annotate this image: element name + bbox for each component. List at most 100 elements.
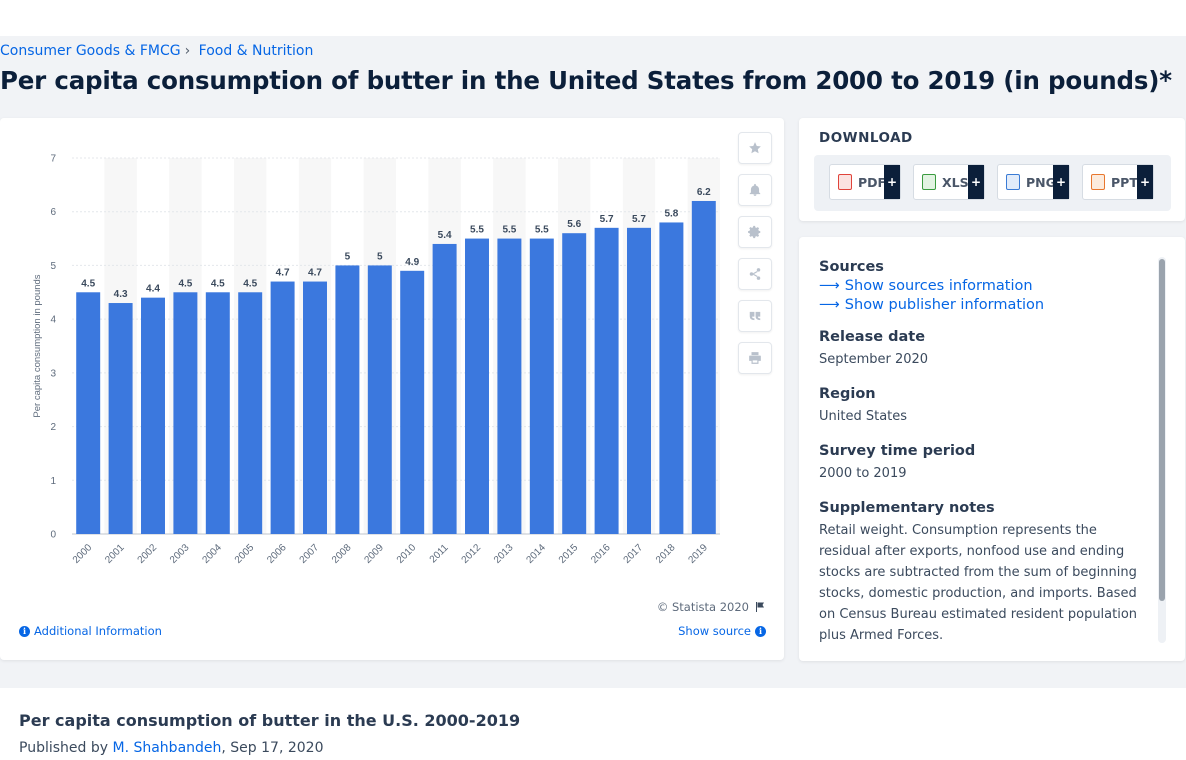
data-label: 5.5 (502, 225, 516, 236)
x-tick-label: 2018 (654, 542, 678, 566)
gear-icon (748, 225, 761, 239)
info-scrollbar-thumb[interactable] (1159, 259, 1165, 601)
quote-icon (749, 311, 761, 321)
download-png-button[interactable]: PNG + (997, 164, 1070, 200)
share-icon (749, 268, 761, 280)
bar[interactable] (497, 238, 522, 535)
bar[interactable] (205, 292, 230, 534)
sources-heading: Sources (819, 259, 884, 275)
x-tick-label: 2010 (395, 542, 419, 566)
download-png-plus[interactable]: + (1053, 165, 1069, 199)
x-tick-label: 2003 (168, 542, 192, 566)
print-icon (749, 352, 761, 364)
release-date-value: September 2020 (819, 352, 929, 367)
breadcrumb: Consumer Goods & FMCG › Food & Nutrition (0, 43, 313, 59)
x-tick-label: 2006 (265, 542, 289, 566)
chart-card: 0 1 2 3 4 5 6 7 Per capita consumption in pounds… (0, 118, 784, 660)
info-scrollbar[interactable] (1158, 257, 1166, 643)
x-tick-label: 2011 (428, 542, 451, 565)
info-scroll-area[interactable]: Sources ⟶ Show sources information ⟶ Sho… (819, 259, 1144, 644)
release-date-section: Release date September 2020 (819, 329, 1144, 370)
bar[interactable] (465, 238, 489, 535)
region-heading: Region (819, 386, 876, 402)
star-icon (749, 142, 761, 154)
bar[interactable] (141, 297, 165, 534)
breadcrumb-item-consumer-goods[interactable]: Consumer Goods & FMCG (0, 43, 181, 59)
bar[interactable] (562, 233, 587, 534)
download-ppt-plus[interactable]: + (1137, 165, 1153, 199)
settings-button[interactable] (738, 216, 772, 248)
download-ppt-label: PPT (1111, 174, 1138, 190)
data-label: 4.5 (178, 278, 192, 289)
supplementary-notes-heading: Supplementary notes (819, 500, 995, 516)
x-tick-label: 2015 (557, 542, 581, 566)
download-xls-button[interactable]: XLS + (913, 164, 985, 200)
release-date-heading: Release date (819, 329, 926, 345)
x-tick-label: 2019 (686, 542, 710, 566)
download-pdf-plus[interactable]: + (884, 165, 900, 199)
bar[interactable] (335, 265, 360, 534)
y-tick-label: 4 (50, 315, 56, 326)
bar-chart: 0 1 2 3 4 5 6 7 Per capita consumption in pounds… (32, 154, 720, 566)
bar[interactable] (270, 281, 295, 534)
supplementary-notes-section: Supplementary notes Retail weight. Consu… (819, 500, 1144, 644)
additional-information-link[interactable]: i Additional Information (19, 624, 162, 638)
show-publisher-link[interactable]: ⟶ Show publisher information (819, 297, 1144, 313)
download-card: DOWNLOAD PDF + XLS + PNG + PPT + (799, 118, 1185, 221)
data-label: 4.5 (243, 278, 257, 289)
bell-icon (749, 183, 761, 196)
x-tick-label: 2017 (622, 542, 646, 566)
xls-file-icon (922, 174, 936, 190)
favorite-button[interactable] (738, 132, 772, 164)
y-tick-label: 3 (50, 368, 56, 379)
copyright: © Statista 2020 (657, 600, 766, 614)
pdf-file-icon (838, 174, 852, 190)
bar[interactable] (594, 227, 619, 534)
bar[interactable] (691, 200, 716, 534)
bar[interactable] (627, 227, 651, 534)
share-button[interactable] (738, 258, 772, 290)
bar[interactable] (303, 281, 327, 534)
print-button[interactable] (738, 342, 772, 374)
x-tick-label: 2001 (103, 542, 127, 566)
bar[interactable] (400, 270, 425, 534)
statistic-title: Per capita consumption of butter in the … (19, 711, 521, 730)
notification-button[interactable] (738, 174, 772, 206)
flag-icon[interactable] (754, 601, 766, 613)
bar[interactable] (238, 292, 263, 534)
show-source-link[interactable]: Show source i (678, 624, 766, 638)
bar[interactable] (76, 292, 101, 534)
bar[interactable] (367, 265, 392, 534)
author-link[interactable]: M. Shahbandeh (112, 740, 222, 756)
bar[interactable] (659, 222, 684, 534)
bar[interactable] (529, 238, 554, 535)
data-label: 6.2 (697, 187, 711, 198)
x-tick-label: 2007 (298, 542, 322, 566)
arrow-right-icon: ⟶ (819, 297, 840, 313)
download-ppt-button[interactable]: PPT + (1082, 164, 1154, 200)
survey-period-heading: Survey time period (819, 443, 976, 459)
publish-date: , Sep 17, 2020 (221, 740, 324, 756)
bar[interactable] (173, 292, 198, 534)
show-sources-link[interactable]: ⟶ Show sources information (819, 278, 1144, 294)
x-tick-label: 2002 (136, 542, 160, 566)
cite-button[interactable] (738, 300, 772, 332)
download-buttons: PDF + XLS + PNG + PPT + (814, 155, 1171, 211)
data-label: 5 (377, 251, 383, 262)
download-xls-label: XLS (942, 174, 969, 190)
download-pdf-button[interactable]: PDF + (829, 164, 901, 200)
download-pdf-label: PDF (858, 174, 887, 190)
additional-information-label: Additional Information (34, 624, 162, 638)
data-label: 5.6 (567, 219, 581, 230)
y-tick-label: 6 (50, 207, 56, 218)
bar[interactable] (432, 243, 457, 534)
data-label: 5.7 (600, 214, 614, 225)
y-tick-label: 5 (50, 261, 56, 272)
show-publisher-label: Show publisher information (844, 297, 1045, 313)
bar[interactable] (108, 303, 133, 534)
data-label: 4.9 (405, 257, 419, 268)
download-xls-plus[interactable]: + (968, 165, 984, 199)
breadcrumb-item-food-nutrition[interactable]: Food & Nutrition (198, 43, 314, 59)
y-tick-label: 2 (50, 422, 56, 433)
arrow-right-icon: ⟶ (819, 278, 840, 294)
